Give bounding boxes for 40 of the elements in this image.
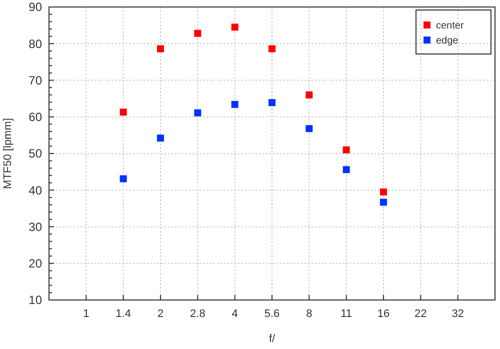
x-tick-label: 1	[83, 308, 90, 320]
point	[268, 45, 276, 52]
y-tick-label: 40	[28, 183, 42, 198]
y-tick-label: 30	[28, 220, 42, 234]
x-tick-label: 8	[306, 308, 312, 320]
x-tick-label: 1.4	[116, 308, 131, 320]
y-axis-title: MTF50 [lpmm]	[2, 118, 14, 189]
y-tick-label: 90	[28, 0, 42, 14]
y-tick-label: 80	[28, 36, 42, 51]
legend-label: edge	[436, 36, 459, 46]
y-tick-label: 10	[28, 293, 42, 308]
x-tick-label: 22	[414, 308, 427, 320]
point	[194, 30, 202, 37]
point	[342, 146, 350, 154]
point	[306, 125, 313, 132]
x-tick-label: 2.8	[190, 308, 206, 320]
x-tick-label: 32	[452, 308, 464, 320]
x-tick-label: 16	[377, 308, 390, 320]
point	[306, 91, 313, 98]
y-tick-label: 70	[28, 73, 42, 88]
point	[194, 109, 202, 116]
y-tick-label: 50	[28, 146, 42, 161]
point	[380, 198, 387, 206]
y-tick-label: 20	[28, 256, 42, 271]
point	[120, 175, 127, 182]
point	[157, 45, 164, 52]
x-tick-label: 11	[340, 308, 352, 320]
x-tick-label: 5.6	[264, 308, 280, 320]
point	[231, 100, 238, 108]
y-tick-label: 60	[28, 110, 42, 124]
x-tick-label: 2	[157, 308, 164, 320]
legend-label: center	[436, 20, 464, 32]
point	[120, 108, 127, 116]
x-axis-title: f/	[268, 333, 276, 345]
point	[342, 166, 350, 174]
point	[268, 99, 276, 106]
point	[380, 188, 387, 196]
point	[157, 134, 164, 142]
point	[231, 24, 238, 31]
x-tick-label: 4	[232, 308, 238, 320]
